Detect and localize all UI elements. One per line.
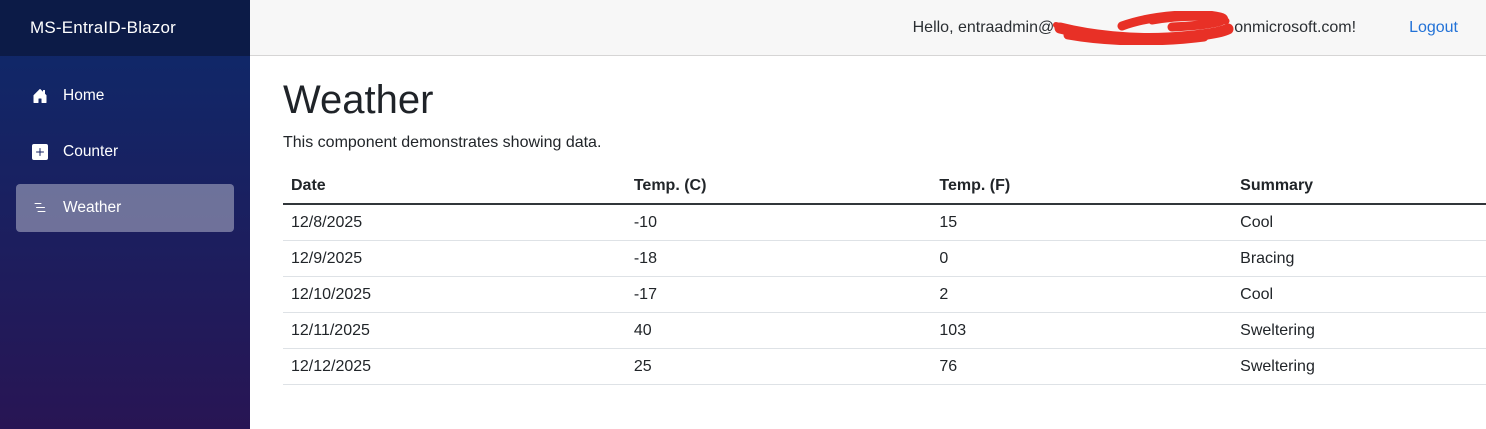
table-row: 12/11/2025 40 103 Sweltering: [283, 312, 1486, 349]
user-greeting: Hello, entraadmin@ onmicrosoft.com!: [912, 10, 1357, 45]
sidebar-item-label: Weather: [63, 199, 122, 216]
table-cell: 12/12/2025: [283, 348, 626, 385]
sidebar-item-counter[interactable]: Counter: [16, 128, 234, 176]
table-row: 12/9/2025 -18 0 Bracing: [283, 240, 1486, 277]
table-cell: -18: [625, 240, 932, 277]
page-subtitle: This component demonstrates showing data…: [283, 134, 602, 151]
table-cell: Cool: [1232, 204, 1486, 241]
logout-link[interactable]: Logout: [1409, 18, 1458, 36]
weather-table: Date Temp. (C) Temp. (F) Summary 12/8/2025-…: [283, 169, 1486, 385]
sidebar-item-label: Counter: [63, 143, 119, 160]
plus-square-icon: [32, 144, 48, 160]
table-cell: Sweltering: [1232, 348, 1486, 385]
table-cell: 40: [625, 312, 932, 349]
table-row: 12/12/2025 25 76 Sweltering: [283, 348, 1486, 385]
column-header: Temp. (C): [625, 169, 932, 205]
table-cell: 12/8/2025: [283, 204, 626, 241]
app-brand-link[interactable]: MS-EntraID-Blazor: [30, 18, 177, 37]
list-nested-icon: [32, 200, 48, 216]
table-cell: Cool: [1232, 276, 1486, 313]
table-cell: -17: [625, 276, 932, 313]
sidebar-item-home[interactable]: Home: [16, 72, 234, 120]
table-cell: 12/10/2025: [283, 276, 626, 313]
page-content: Weather This component demonstrates show…: [250, 56, 1486, 385]
table-row: 12/8/2025 -10 15 Cool: [283, 204, 1486, 241]
sidebar-item-weather[interactable]: Weather: [16, 184, 234, 232]
table-cell: Bracing: [1232, 240, 1486, 277]
greeting-prefix: Hello, entraadmin@: [912, 18, 1055, 36]
brand-row: MS-EntraID-Blazor: [0, 0, 250, 56]
weather-table-body: 12/8/2025 -10 15 Cool 12/9/2025 -18 0 Bracing 12…: [283, 204, 1486, 385]
house-icon: [32, 88, 48, 104]
table-cell: 2: [931, 276, 1233, 313]
page-title: Weather: [283, 78, 434, 122]
table-cell: 0: [931, 240, 1233, 277]
header-row: Date Temp. (C) Temp. (F) Summary: [283, 169, 1486, 205]
column-header: Summary: [1232, 169, 1486, 205]
table-cell: 25: [625, 348, 932, 385]
table-cell: -10: [625, 204, 932, 241]
weather-table-head: Date Temp. (C) Temp. (F) Summary: [283, 169, 1486, 205]
redaction-scribble: [1052, 10, 1236, 45]
table-cell: 12/11/2025: [283, 312, 626, 349]
table-cell: 15: [931, 204, 1233, 241]
sidebar: MS-EntraID-Blazor Home Counter Weather: [0, 0, 250, 429]
column-header: Date: [283, 169, 626, 205]
greeting-suffix: onmicrosoft.com!: [1234, 18, 1357, 36]
table-cell: 12/9/2025: [283, 240, 626, 277]
main-column: Hello, entraadmin@ onmicrosoft.com! Logo…: [250, 0, 1486, 429]
table-cell: Sweltering: [1232, 312, 1486, 349]
column-header: Temp. (F): [931, 169, 1233, 205]
table-row: 12/10/2025 -17 2 Cool: [283, 276, 1486, 313]
table-cell: 103: [931, 312, 1233, 349]
table-cell: 76: [931, 348, 1233, 385]
sidebar-nav: Home Counter Weather: [0, 56, 250, 240]
sidebar-item-label: Home: [63, 87, 105, 104]
top-bar: Hello, entraadmin@ onmicrosoft.com! Logo…: [250, 0, 1486, 56]
